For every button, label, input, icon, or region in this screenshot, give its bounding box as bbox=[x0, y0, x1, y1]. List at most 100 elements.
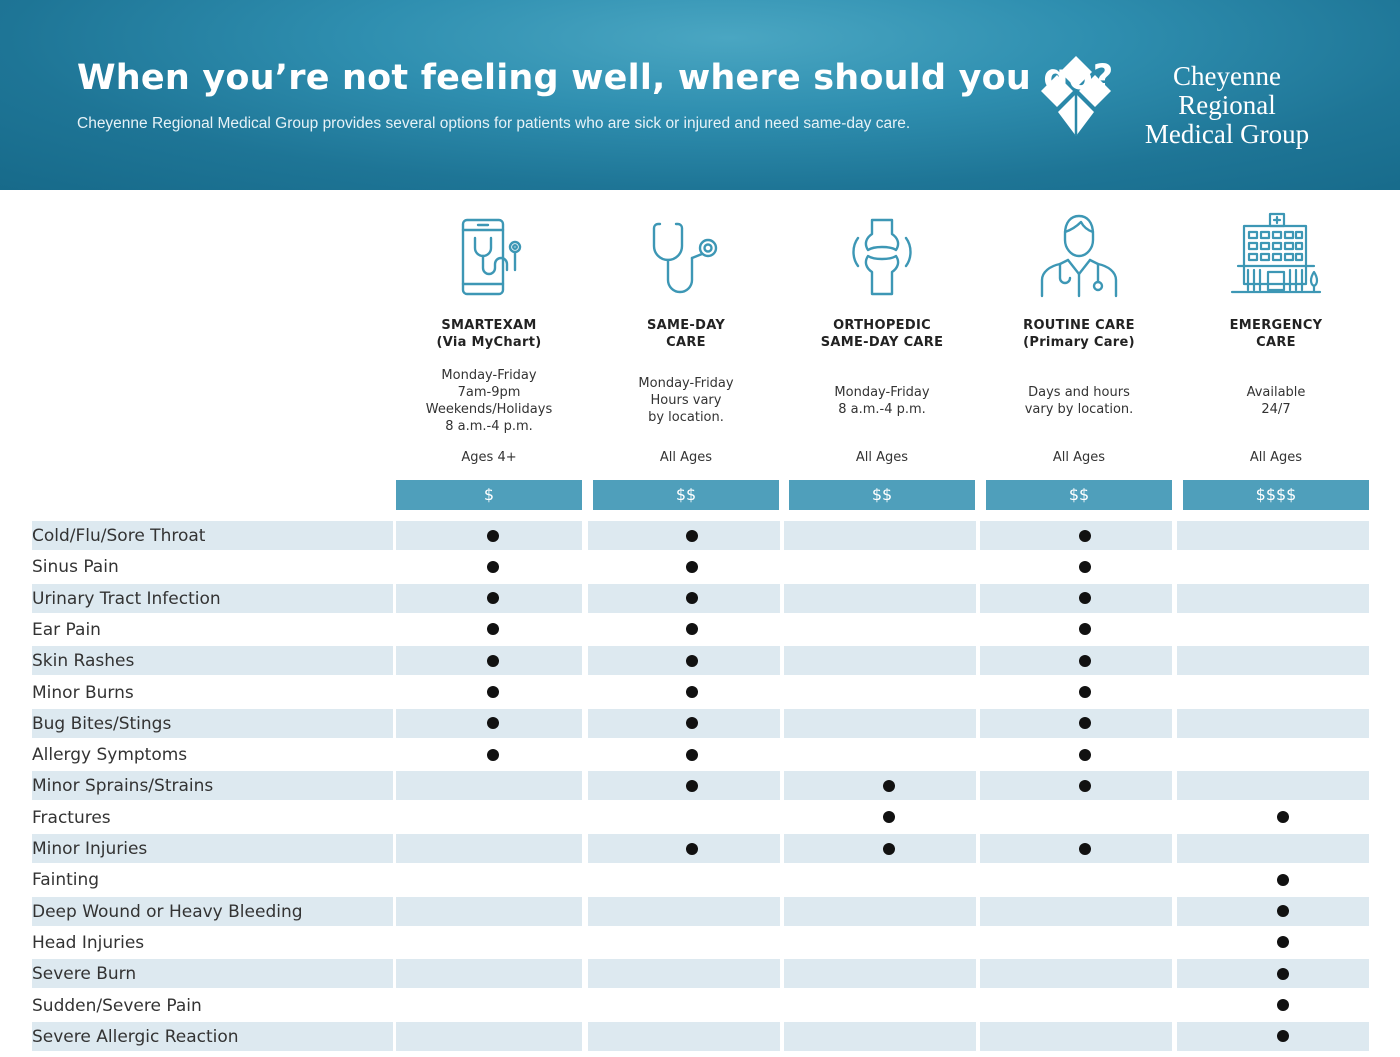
row-stripe bbox=[980, 1021, 1172, 1051]
availability-dot bbox=[1079, 842, 1091, 855]
row-stripe bbox=[980, 771, 1172, 801]
hours-line: Available bbox=[1246, 385, 1306, 400]
table-row: Skin Rashes bbox=[32, 646, 1369, 676]
table-row: Urinary Tract Infection bbox=[32, 583, 1369, 613]
table-row: Fractures bbox=[32, 803, 1369, 832]
table-row: Bug Bites/Stings bbox=[32, 708, 1369, 738]
availability-dot bbox=[686, 779, 698, 792]
column-emergency-care: EMERGENCY CARE Available 24/7 All Ages $… bbox=[1183, 205, 1369, 510]
row-stripe bbox=[32, 959, 393, 989]
hours-line: Days and hours bbox=[1028, 385, 1130, 400]
table-row: Minor Burns bbox=[32, 678, 1369, 707]
table-row: Minor Injuries bbox=[32, 834, 1369, 863]
row-stripe bbox=[784, 646, 976, 676]
hours-line: Weekends/Holidays bbox=[425, 402, 553, 417]
column-name-line2: CARE bbox=[666, 335, 706, 350]
hours-line: 8 a.m.-4 p.m. bbox=[445, 419, 533, 434]
row-stripe bbox=[980, 521, 1172, 550]
row-stripe bbox=[32, 583, 393, 613]
availability-dot bbox=[487, 560, 499, 573]
row-stripe bbox=[32, 708, 393, 738]
availability-dot bbox=[686, 686, 698, 698]
availability-dot bbox=[686, 842, 698, 855]
hours-line: 24/7 bbox=[1261, 402, 1291, 417]
availability-dot bbox=[487, 623, 499, 636]
row-stripe bbox=[784, 521, 976, 550]
condition-label: Head Injuries bbox=[32, 932, 145, 953]
availability-dot bbox=[1079, 529, 1091, 542]
availability-dot bbox=[1079, 592, 1091, 605]
availability-dot bbox=[487, 654, 499, 667]
column-hours: Days and hours vary by location. bbox=[986, 384, 1172, 418]
availability-dot bbox=[1277, 967, 1289, 980]
condition-label: Skin Rashes bbox=[32, 651, 135, 672]
row-stripe bbox=[784, 1021, 976, 1051]
row-stripe bbox=[588, 646, 780, 676]
row-stripe bbox=[784, 959, 976, 989]
column-hours: Available 24/7 bbox=[1183, 384, 1369, 418]
column-name: ORTHOPEDIC SAME-DAY CARE bbox=[789, 317, 975, 351]
header-banner: When you’re not feeling well, where shou… bbox=[0, 0, 1400, 190]
hours-line: Monday-Friday bbox=[638, 376, 734, 391]
availability-dot bbox=[686, 717, 698, 730]
logo-diamond-icon bbox=[1041, 56, 1111, 136]
column-name: SMARTEXAM (Via MyChart) bbox=[396, 317, 582, 351]
hours-line: 8 a.m.-4 p.m. bbox=[838, 402, 926, 417]
column-hours: Monday-Friday Hours vary by location. bbox=[593, 375, 779, 426]
row-stripe bbox=[588, 959, 780, 989]
availability-dot bbox=[686, 623, 698, 636]
row-stripe bbox=[784, 771, 976, 801]
table-row: Fainting bbox=[32, 865, 1369, 894]
row-stripe bbox=[1177, 708, 1369, 738]
column-hours: Monday-Friday 7am-9pm Weekends/Holidays … bbox=[396, 367, 582, 435]
column-cost: $$ bbox=[593, 480, 779, 510]
hours-line: Hours vary bbox=[650, 393, 722, 408]
column-ages: Ages 4+ bbox=[461, 450, 517, 465]
condition-label: Severe Allergic Reaction bbox=[32, 1026, 239, 1047]
column-name-line2: (Via MyChart) bbox=[436, 335, 542, 350]
row-stripe bbox=[784, 708, 976, 738]
table-row: Cold/Flu/Sore Throat bbox=[32, 521, 1369, 550]
hours-line: 7am-9pm bbox=[457, 385, 521, 400]
knee-joint-icon bbox=[789, 205, 975, 305]
column-cost: $$ bbox=[986, 480, 1172, 510]
condition-label: Urinary Tract Infection bbox=[32, 588, 221, 609]
condition-label: Fractures bbox=[32, 807, 111, 828]
column-name-line1: SAME-DAY bbox=[646, 318, 726, 333]
availability-dot bbox=[1277, 905, 1289, 918]
availability-dot bbox=[487, 748, 499, 761]
availability-dot bbox=[487, 529, 499, 542]
row-stripe bbox=[32, 1021, 393, 1051]
column-ages: All Ages bbox=[659, 450, 713, 465]
logo-text-line1: Cheyenne Regional bbox=[1173, 61, 1281, 120]
column-cost: $$ bbox=[789, 480, 975, 510]
table-row: Allergy Symptoms bbox=[32, 740, 1369, 769]
availability-dot bbox=[686, 529, 698, 542]
row-stripe bbox=[588, 1021, 780, 1051]
table-row: Minor Sprains/Strains bbox=[32, 771, 1369, 801]
column-routine-care: ROUTINE CARE (Primary Care) Days and hou… bbox=[986, 205, 1172, 510]
availability-dot bbox=[1277, 811, 1289, 824]
availability-dot bbox=[686, 592, 698, 605]
row-stripe bbox=[32, 521, 393, 550]
availability-dot bbox=[1079, 654, 1091, 667]
row-stripe bbox=[396, 959, 582, 989]
row-stripe bbox=[1177, 834, 1369, 863]
availability-dot bbox=[1277, 1030, 1289, 1043]
smartphone-stethoscope-icon bbox=[396, 205, 582, 305]
row-stripe bbox=[32, 896, 393, 926]
availability-dot bbox=[1277, 999, 1289, 1011]
condition-label: Deep Wound or Heavy Bleeding bbox=[32, 901, 303, 922]
column-ages: All Ages bbox=[1052, 450, 1106, 465]
row-stripe bbox=[588, 896, 780, 926]
column-hours: Monday-Friday 8 a.m.-4 p.m. bbox=[789, 384, 975, 418]
condition-label: Sudden/Severe Pain bbox=[32, 995, 202, 1016]
availability-dot bbox=[1079, 623, 1091, 636]
page-title: When you’re not feeling well, where shou… bbox=[77, 58, 1114, 98]
row-stripe bbox=[396, 771, 582, 801]
row-stripe bbox=[784, 834, 976, 863]
availability-dot bbox=[686, 560, 698, 573]
table-row: Ear Pain bbox=[32, 615, 1369, 644]
condition-label: Bug Bites/Stings bbox=[32, 713, 172, 734]
condition-label: Ear Pain bbox=[32, 619, 101, 640]
